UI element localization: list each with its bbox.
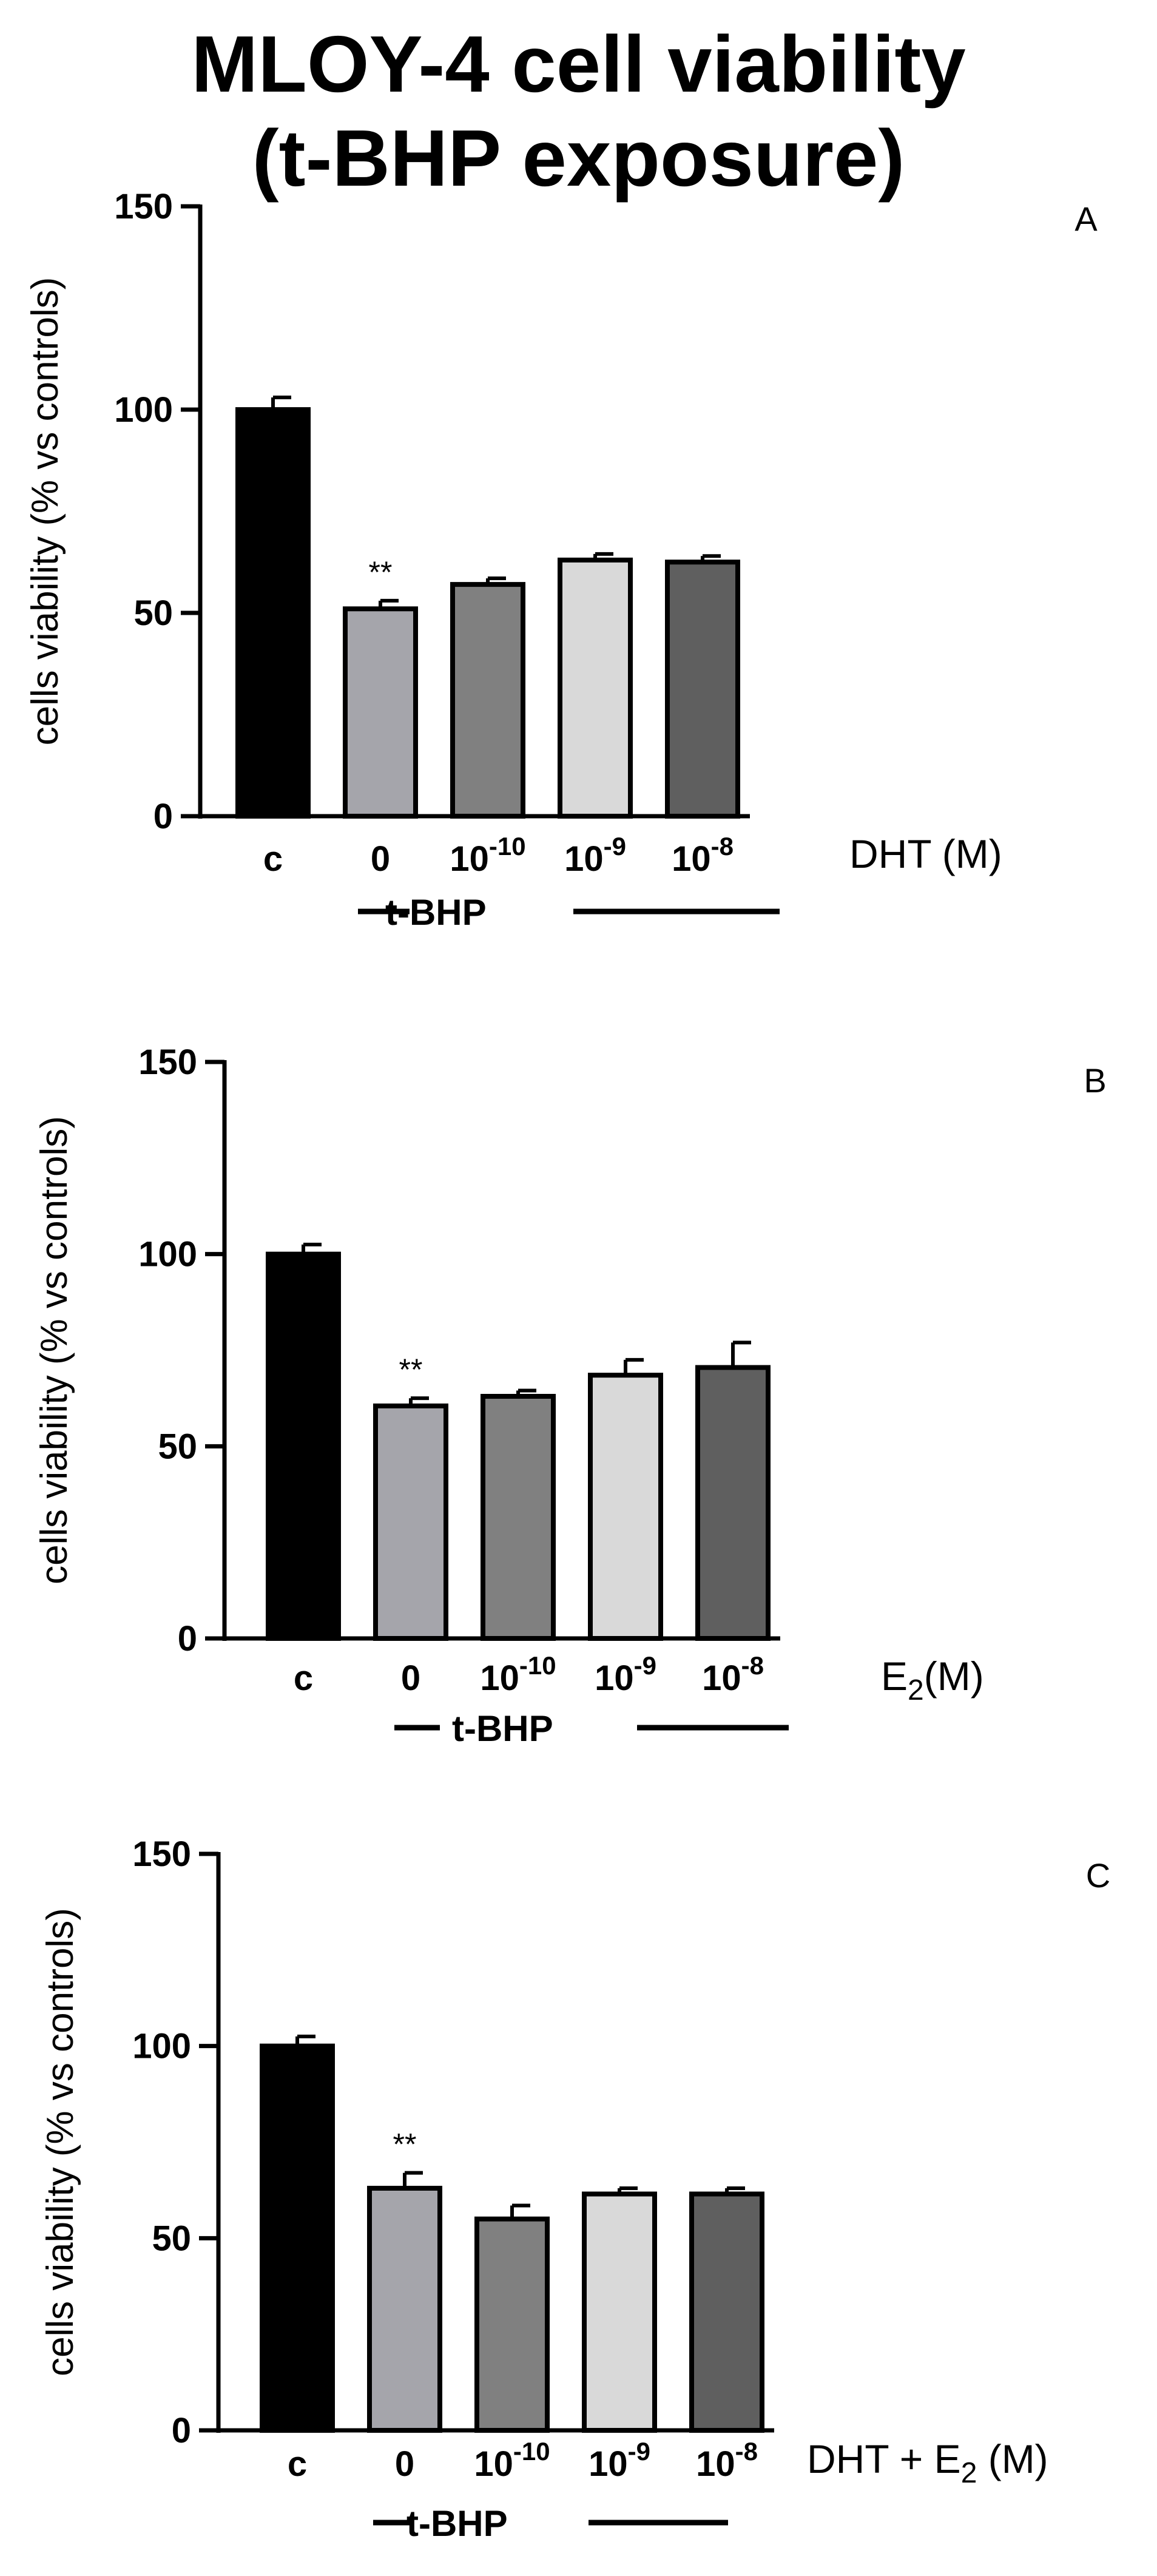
bar [481,1394,556,1641]
bar [266,1251,341,1641]
x-tick-label: 0 [395,2444,414,2484]
panel-label: A [1074,200,1098,238]
y-tick-label: 0 [178,1619,197,1658]
x-tick-label: 10-9 [589,2437,650,2484]
x-axis-label: DHT + E2 (M) [807,2436,1048,2489]
bar [235,407,311,819]
x-tick-label: 0 [371,839,390,879]
bar [695,1365,771,1641]
y-tick-label: 0 [172,2411,191,2450]
figure-title-line-1: MLOY-4 cell viability [191,19,966,109]
bar [558,557,633,819]
panel-label: C [1086,1856,1110,1895]
bar [665,559,740,819]
x-axis-label: DHT (M) [849,831,1002,876]
y-axis-label: cells viability (% vs controls) [24,277,66,746]
y-tick-label: 50 [152,2219,191,2258]
x-tick-label: c [263,839,283,879]
y-tick-label: 100 [132,2027,191,2066]
bar [367,2186,442,2433]
significance-annotation: ** [393,2128,417,2162]
x-tick-label: c [288,2444,307,2484]
treatment-label: t-BHP [452,1708,553,1749]
x-tick-label: 10-10 [480,1651,556,1698]
y-tick-label: 150 [132,1834,191,1874]
significance-annotation: ** [399,1353,423,1387]
y-tick-label: 0 [153,797,173,836]
y-tick-label: 50 [133,593,173,633]
chart-panel-c: 0 50 100 150 cells viability (% vs controls)… [39,1834,1110,2544]
y-axis-label: cells viability (% vs controls) [33,1116,75,1584]
bar [474,2216,550,2433]
treatment-label: t-BHP [385,892,487,933]
treatment-label: t-BHP [406,2503,508,2544]
x-tick-label: 10-8 [702,1651,764,1698]
bar [260,2043,335,2433]
figure-title-line-2: (t-BHP exposure) [252,113,905,203]
x-axis-label: E2(M) [881,1654,984,1706]
significance-annotation: ** [369,555,393,589]
chart-panel-b: 0 50 100 150 cells viability (% vs controls)… [33,1043,1107,1749]
y-tick-label: 150 [114,187,173,226]
panel-label: B [1084,1061,1106,1100]
bar [582,2191,657,2433]
x-tick-label: 10-10 [474,2437,550,2484]
x-tick-label: 0 [401,1658,420,1698]
bar [343,606,418,819]
bar [588,1373,663,1641]
y-tick-label: 100 [114,390,173,430]
x-tick-label: c [294,1658,313,1698]
chart-panel-a: 0 50 100 150 cells viability (% vs controls)… [24,187,1098,933]
bar [689,2191,764,2433]
x-tick-label: 10-10 [450,832,525,879]
y-tick-label: 100 [138,1235,197,1274]
x-tick-label: 10-8 [696,2437,758,2484]
x-tick-label: 10-9 [595,1651,656,1698]
y-tick-label: 50 [158,1427,197,1466]
x-tick-label: 10-8 [672,832,734,879]
bar [450,582,525,819]
bar [373,1403,448,1641]
y-axis-label: cells viability (% vs controls) [39,1908,81,2376]
x-tick-label: 10-9 [564,832,626,879]
y-tick-label: 150 [138,1043,197,1082]
